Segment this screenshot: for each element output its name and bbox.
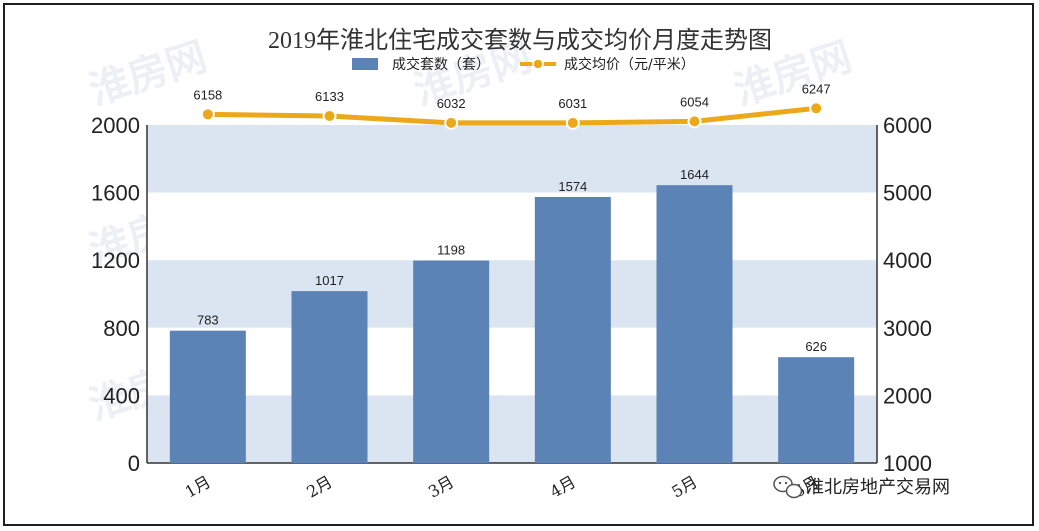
x-tick-labels: 1月 2月 3月 4月 5月 6月 (182, 472, 823, 502)
x-tick-4: 5月 (668, 472, 700, 502)
chart-title: 2019年淮北住宅成交套数与成交均价月度走势图 (268, 27, 772, 54)
legend-line-marker (532, 58, 544, 70)
brand-label: 淮北房地产交易网 (806, 477, 950, 498)
bar-2 (413, 260, 490, 463)
x-tick-3: 4月 (547, 472, 579, 502)
bar-label-5: 626 (805, 339, 827, 354)
grid-band-3 (147, 260, 877, 328)
grid-bands (147, 125, 877, 463)
bar-5 (778, 357, 855, 463)
price-point-3 (565, 115, 580, 130)
bar-4 (656, 185, 733, 463)
right-tick-labels: 1000 2000 3000 4000 5000 6000 (883, 113, 932, 476)
left-tick-0: 0 (128, 451, 140, 476)
axes (146, 125, 878, 464)
right-tick-3: 4000 (883, 248, 932, 273)
x-tick-1: 2月 (303, 472, 335, 502)
price-label-3: 6031 (558, 96, 587, 111)
price-label-4: 6054 (680, 94, 709, 109)
x-tick-2: 3月 (425, 472, 457, 502)
bar-label-3: 1574 (558, 179, 587, 194)
price-label-2: 6032 (437, 96, 466, 111)
bar-3 (534, 196, 611, 463)
price-label-5: 6247 (802, 81, 831, 96)
right-tick-0: 1000 (883, 451, 932, 476)
legend: 成交套数（套） 成交均价（元/平米） (352, 56, 695, 73)
line-series: 6158 6133 6032 6031 6054 6247 (193, 81, 831, 130)
grid-band-2 (147, 327, 877, 396)
bar-1 (291, 291, 368, 463)
left-tick-3: 1200 (91, 248, 140, 273)
left-tick-1: 400 (103, 383, 140, 408)
bar-series (169, 185, 855, 463)
bar-data-labels: 783 1017 1198 1574 1644 626 (197, 167, 827, 354)
price-point-2 (444, 115, 459, 130)
legend-bar-swatch (352, 58, 378, 70)
left-tick-labels: 0 400 800 1200 1600 2000 (91, 113, 140, 476)
bar-label-0: 783 (197, 313, 219, 328)
price-point-5 (809, 101, 824, 116)
price-point-4 (687, 114, 702, 129)
price-line (207, 105, 817, 126)
grid-band-5 (147, 125, 877, 193)
grid-band-4 (147, 192, 877, 261)
wechat-icon (773, 475, 803, 499)
legend-line-label: 成交均价（元/平米） (564, 56, 695, 73)
grid-band-1 (147, 395, 877, 463)
price-point-1 (322, 109, 337, 124)
bar-label-1: 1017 (315, 273, 344, 288)
watermark-0: 淮房网 (84, 34, 212, 115)
price-point-0 (200, 107, 215, 122)
brand-footer: 淮北房地产交易网 (773, 475, 950, 499)
left-tick-5: 2000 (91, 113, 140, 138)
bar-label-2: 1198 (437, 243, 465, 258)
left-tick-2: 800 (103, 316, 140, 341)
price-label-0: 6158 (193, 87, 222, 102)
right-tick-4: 5000 (883, 181, 932, 206)
price-label-1: 6133 (315, 89, 344, 104)
left-tick-4: 1600 (91, 181, 140, 206)
right-tick-2: 3000 (883, 316, 932, 341)
x-tick-0: 1月 (182, 472, 214, 502)
right-tick-1: 2000 (883, 383, 932, 408)
bar-0 (169, 330, 246, 463)
legend-bar-label: 成交套数（套） (392, 56, 490, 73)
right-tick-5: 6000 (883, 113, 932, 138)
bar-label-4: 1644 (680, 167, 709, 182)
